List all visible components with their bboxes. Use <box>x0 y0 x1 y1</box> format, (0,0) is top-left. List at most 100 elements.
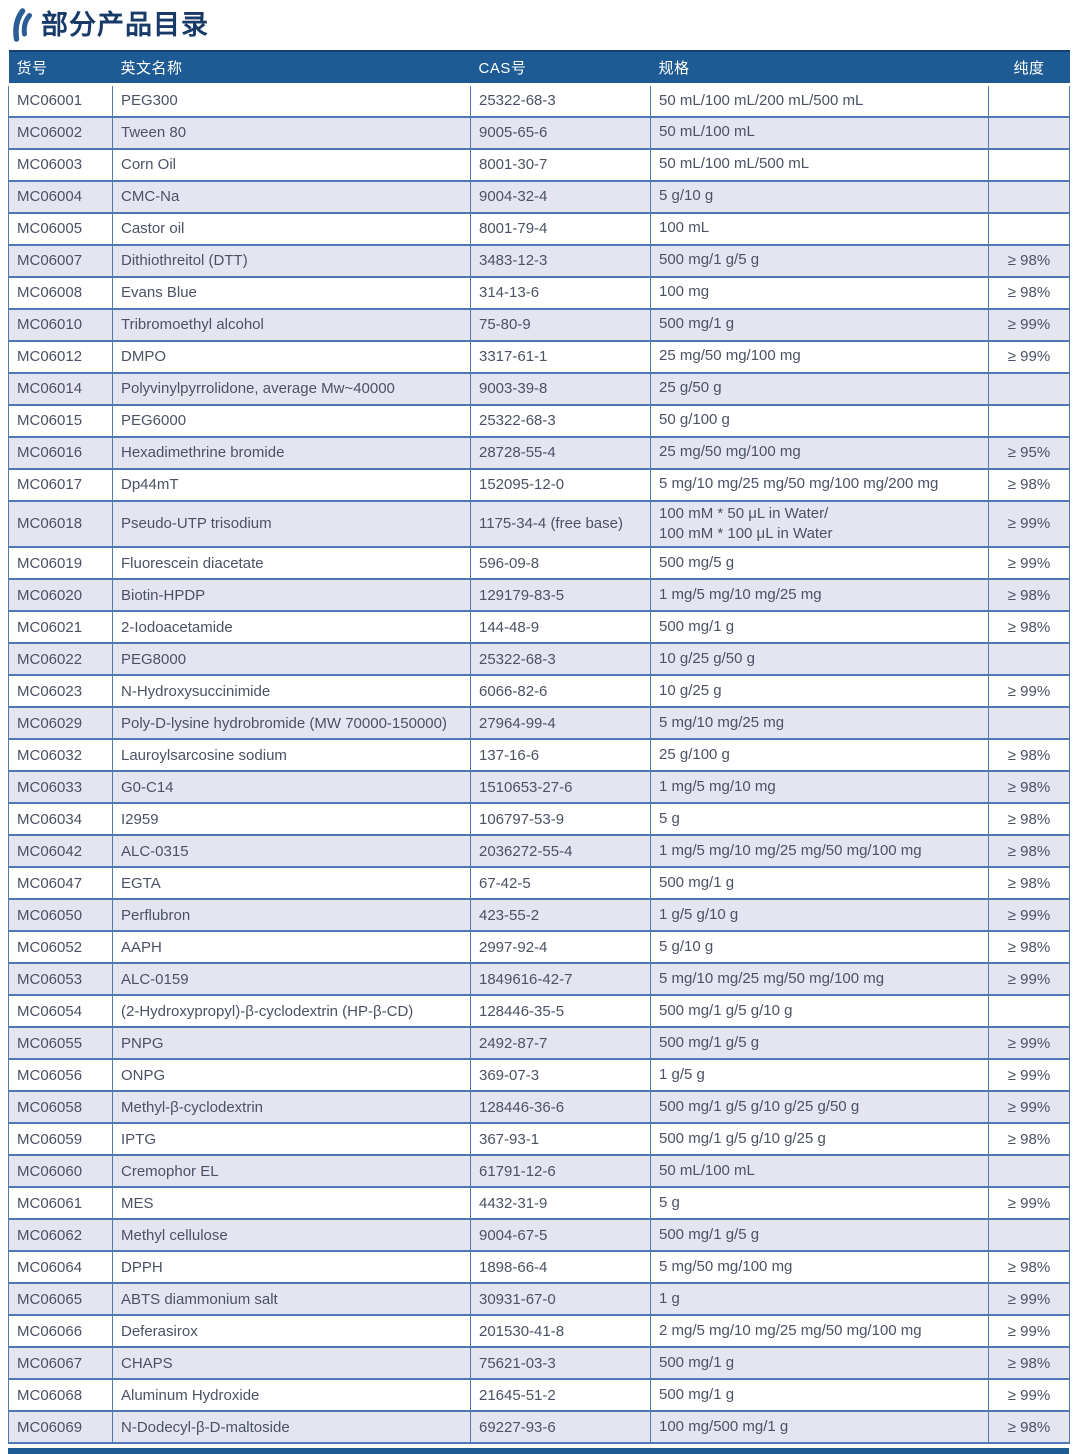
specification-cell: 5 mg/10 mg/25 mg/50 mg/100 mg <box>650 962 989 996</box>
english-name-cell: Evans Blue <box>112 275 471 310</box>
table-row: MC06004 CMC-Na 9004-32-4 5 g/10 g <box>8 179 1070 214</box>
purity-cell: ≥ 98% <box>988 1122 1070 1156</box>
english-name-cell: DPPH <box>112 1250 471 1284</box>
catalog-table-body: MC06001 PEG300 25322-68-3 50 mL/100 mL/2… <box>8 83 1070 1444</box>
purity-cell: ≥ 99% <box>988 674 1070 708</box>
page-title: 部分产品目录 <box>41 10 209 40</box>
table-row: MC06014 Polyvinylpyrrolidone, average Mw… <box>8 371 1070 406</box>
table-header-row: 货号 英文名称 CAS号 规格 纯度 <box>8 50 1070 86</box>
english-name-cell: EGTA <box>112 866 471 900</box>
purity-cell: ≥ 98% <box>988 866 1070 900</box>
item-code-cell: MC06064 <box>8 1250 113 1284</box>
english-name-cell: ONPG <box>112 1058 471 1092</box>
column-header-purity: 纯度 <box>988 50 1070 86</box>
english-name-cell: CHAPS <box>112 1346 471 1380</box>
purity-cell: ≥ 98% <box>988 578 1070 612</box>
item-code-cell: MC06017 <box>8 467 113 502</box>
specification-cell: 10 g/25 g <box>650 674 989 708</box>
table-row: MC06067 CHAPS 75621-03-3 500 mg/1 g ≥ 98… <box>8 1346 1070 1380</box>
english-name-cell: Aluminum Hydroxide <box>112 1378 471 1412</box>
table-row: MC06029 Poly-D-lysine hydrobromide (MW 7… <box>8 706 1070 740</box>
specification-cell: 100 mM * 50 μL in Water/ 100 mM * 100 μL… <box>650 499 989 548</box>
item-code-cell: MC06047 <box>8 866 113 900</box>
item-code-cell: MC06054 <box>8 994 113 1028</box>
english-name-cell: Methyl-β-cyclodextrin <box>112 1090 471 1124</box>
specification-cell: 500 mg/1 g <box>650 307 989 342</box>
table-row: MC06050 Perflubron 423-55-2 1 g/5 g/10 g… <box>8 898 1070 932</box>
table-row: MC06010 Tribromoethyl alcohol 75-80-9 50… <box>8 307 1070 342</box>
english-name-cell: ABTS diammonium salt <box>112 1282 471 1316</box>
purity-cell <box>988 1154 1070 1188</box>
specification-cell: 500 mg/1 g/5 g <box>650 1218 989 1252</box>
column-header-cas-number: CAS号 <box>470 50 651 86</box>
cas-number-cell: 25322-68-3 <box>470 403 651 438</box>
table-row: MC06032 Lauroylsarcosine sodium 137-16-6… <box>8 738 1070 772</box>
cas-number-cell: 75621-03-3 <box>470 1346 651 1380</box>
purity-cell: ≥ 99% <box>988 339 1070 374</box>
cas-number-cell: 2036272-55-4 <box>470 834 651 868</box>
english-name-cell: Fluorescein diacetate <box>112 546 471 580</box>
specification-cell: 5 mg/10 mg/25 mg <box>650 706 989 740</box>
item-code-cell: MC06065 <box>8 1282 113 1316</box>
table-row: MC06005 Castor oil 8001-79-4 100 mL <box>8 211 1070 246</box>
table-row: MC06022 PEG8000 25322-68-3 10 g/25 g/50 … <box>8 642 1070 676</box>
specification-cell: 50 mL/100 mL/200 mL/500 mL <box>650 83 989 118</box>
english-name-cell: PNPG <box>112 1026 471 1060</box>
item-code-cell: MC06021 <box>8 610 113 644</box>
cas-number-cell: 25322-68-3 <box>470 83 651 118</box>
cas-number-cell: 4432-31-9 <box>470 1186 651 1220</box>
english-name-cell: Corn Oil <box>112 147 471 182</box>
cas-number-cell: 596-09-8 <box>470 546 651 580</box>
purity-cell <box>988 147 1070 182</box>
item-code-cell: MC06069 <box>8 1410 113 1444</box>
english-name-cell: 2-Iodoacetamide <box>112 610 471 644</box>
cas-number-cell: 314-13-6 <box>470 275 651 310</box>
cas-number-cell: 25322-68-3 <box>470 642 651 676</box>
table-row: MC06003 Corn Oil 8001-30-7 50 mL/100 mL/… <box>8 147 1070 182</box>
specification-cell: 1 mg/5 mg/10 mg <box>650 770 989 804</box>
item-code-cell: MC06008 <box>8 275 113 310</box>
item-code-cell: MC06058 <box>8 1090 113 1124</box>
purity-cell <box>988 371 1070 406</box>
table-row: MC06069 N-Dodecyl-β-D-maltoside 69227-93… <box>8 1410 1070 1444</box>
item-code-cell: MC06019 <box>8 546 113 580</box>
table-row: MC06061 MES 4432-31-9 5 g ≥ 99% <box>8 1186 1070 1220</box>
purity-cell: ≥ 98% <box>988 1250 1070 1284</box>
item-code-cell: MC06034 <box>8 802 113 836</box>
cas-number-cell: 1510653-27-6 <box>470 770 651 804</box>
table-row: MC06021 2-Iodoacetamide 144-48-9 500 mg/… <box>8 610 1070 644</box>
table-row: MC06008 Evans Blue 314-13-6 100 mg ≥ 98% <box>8 275 1070 310</box>
english-name-cell: Cremophor EL <box>112 1154 471 1188</box>
column-header-specification: 规格 <box>650 50 989 86</box>
purity-cell: ≥ 98% <box>988 802 1070 836</box>
purity-cell: ≥ 98% <box>988 243 1070 278</box>
english-name-cell: Tribromoethyl alcohol <box>112 307 471 342</box>
table-row: MC06002 Tween 80 9005-65-6 50 mL/100 mL <box>8 115 1070 150</box>
english-name-cell: (2-Hydroxypropyl)-β-cyclodextrin (HP-β-C… <box>112 994 471 1028</box>
specification-cell: 500 mg/1 g/5 g/10 g <box>650 994 989 1028</box>
item-code-cell: MC06050 <box>8 898 113 932</box>
cas-number-cell: 30931-67-0 <box>470 1282 651 1316</box>
specification-cell: 50 mL/100 mL/500 mL <box>650 147 989 182</box>
purity-cell <box>988 1218 1070 1252</box>
cas-number-cell: 27964-99-4 <box>470 706 651 740</box>
specification-cell: 5 mg/10 mg/25 mg/50 mg/100 mg/200 mg <box>650 467 989 502</box>
item-code-cell: MC06068 <box>8 1378 113 1412</box>
purity-cell: ≥ 99% <box>988 546 1070 580</box>
table-row: MC06065 ABTS diammonium salt 30931-67-0 … <box>8 1282 1070 1316</box>
english-name-cell: N-Dodecyl-β-D-maltoside <box>112 1410 471 1444</box>
section-header: 部分产品目录 <box>8 6 1069 44</box>
item-code-cell: MC06052 <box>8 930 113 964</box>
purity-cell: ≥ 99% <box>988 1058 1070 1092</box>
cas-number-cell: 2492-87-7 <box>470 1026 651 1060</box>
english-name-cell: Methyl cellulose <box>112 1218 471 1252</box>
cas-number-cell: 152095-12-0 <box>470 467 651 502</box>
item-code-cell: MC06020 <box>8 578 113 612</box>
cas-number-cell: 137-16-6 <box>470 738 651 772</box>
cas-number-cell: 367-93-1 <box>470 1122 651 1156</box>
specification-cell: 10 g/25 g/50 g <box>650 642 989 676</box>
item-code-cell: MC06067 <box>8 1346 113 1380</box>
catalog-page: 部分产品目录 货号 英文名称 CAS号 规格 纯度 MC06001 PEG300… <box>8 0 1070 1454</box>
purity-cell: ≥ 98% <box>988 834 1070 868</box>
cas-number-cell: 1175-34-4 (free base) <box>470 499 651 548</box>
